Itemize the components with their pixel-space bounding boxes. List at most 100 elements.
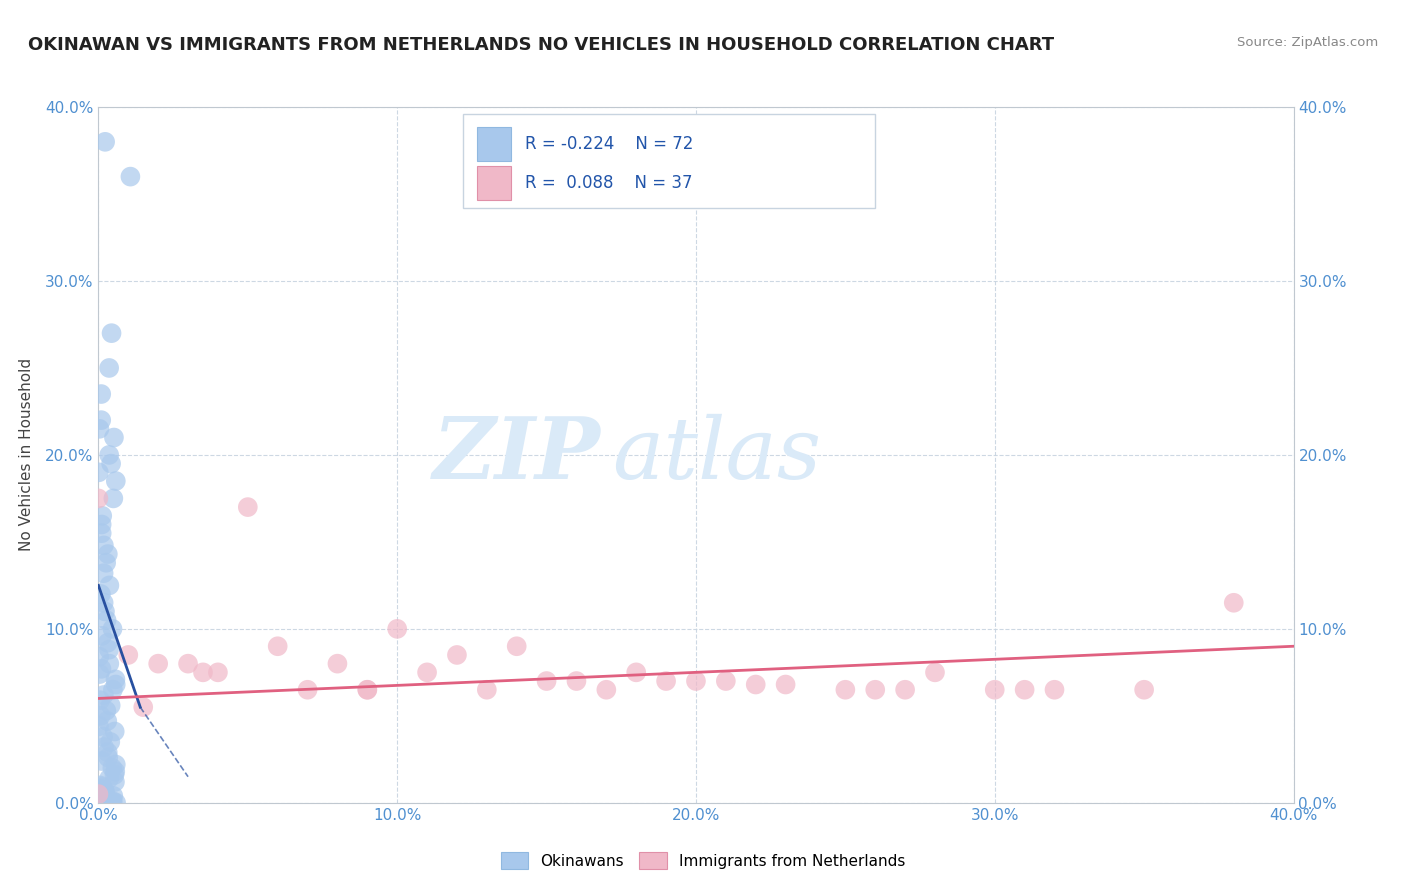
Point bbox=[98, 448, 121, 462]
Point bbox=[132, 700, 155, 714]
FancyBboxPatch shape bbox=[477, 166, 510, 200]
Point bbox=[98, 578, 121, 592]
Point bbox=[90, 526, 112, 541]
Point bbox=[97, 750, 120, 764]
Point bbox=[894, 682, 917, 697]
Text: R = -0.224    N = 72: R = -0.224 N = 72 bbox=[524, 135, 693, 153]
Point bbox=[91, 796, 114, 810]
Point bbox=[94, 605, 117, 619]
Point bbox=[89, 667, 111, 681]
Point bbox=[87, 719, 110, 733]
Point bbox=[104, 677, 127, 691]
Point bbox=[93, 596, 115, 610]
Point bbox=[356, 682, 378, 697]
Point bbox=[104, 724, 127, 739]
Point bbox=[98, 772, 121, 786]
Point bbox=[97, 547, 120, 561]
Point bbox=[98, 360, 121, 375]
Point bbox=[775, 677, 797, 691]
FancyBboxPatch shape bbox=[463, 114, 875, 208]
Point bbox=[98, 642, 121, 657]
Point bbox=[924, 665, 946, 680]
Point bbox=[177, 657, 200, 671]
Point bbox=[385, 622, 409, 636]
Point bbox=[655, 674, 678, 689]
Point bbox=[90, 792, 112, 806]
Point bbox=[236, 500, 259, 514]
Point bbox=[101, 796, 124, 810]
Point bbox=[103, 789, 125, 803]
Point bbox=[745, 677, 768, 691]
Point bbox=[100, 326, 122, 340]
Point bbox=[506, 639, 529, 653]
Point bbox=[297, 682, 319, 697]
Point bbox=[91, 508, 114, 523]
Point bbox=[97, 636, 120, 650]
Point bbox=[93, 688, 115, 702]
Point bbox=[595, 682, 617, 697]
Point bbox=[98, 735, 121, 749]
Point bbox=[104, 474, 127, 488]
Point bbox=[101, 794, 124, 808]
Point bbox=[89, 422, 111, 436]
Point bbox=[87, 787, 110, 801]
Point bbox=[93, 538, 115, 552]
Point bbox=[104, 757, 127, 772]
Text: Source: ZipAtlas.com: Source: ZipAtlas.com bbox=[1237, 36, 1378, 49]
Point bbox=[91, 730, 114, 744]
Point bbox=[94, 790, 117, 805]
Point bbox=[475, 682, 498, 697]
Point bbox=[104, 764, 127, 779]
Text: ZIP: ZIP bbox=[433, 413, 600, 497]
Point bbox=[685, 674, 707, 689]
Point bbox=[90, 708, 112, 723]
Point bbox=[416, 665, 439, 680]
Point bbox=[89, 649, 111, 664]
Point bbox=[96, 704, 118, 718]
Point bbox=[626, 665, 648, 680]
FancyBboxPatch shape bbox=[477, 128, 510, 161]
Point bbox=[101, 682, 124, 697]
Point bbox=[94, 785, 117, 799]
Point bbox=[326, 657, 349, 671]
Point bbox=[100, 698, 122, 713]
Point bbox=[191, 665, 214, 680]
Point bbox=[267, 639, 290, 653]
Point bbox=[104, 775, 127, 789]
Point bbox=[96, 613, 118, 627]
Text: OKINAWAN VS IMMIGRANTS FROM NETHERLANDS NO VEHICLES IN HOUSEHOLD CORRELATION CHA: OKINAWAN VS IMMIGRANTS FROM NETHERLANDS … bbox=[28, 36, 1054, 54]
Point bbox=[90, 413, 112, 427]
Point bbox=[96, 714, 118, 728]
Point bbox=[91, 787, 114, 801]
Point bbox=[446, 648, 468, 662]
Point bbox=[89, 693, 111, 707]
Point bbox=[100, 457, 122, 471]
Point bbox=[89, 794, 111, 808]
Point bbox=[120, 169, 142, 184]
Point bbox=[714, 674, 737, 689]
Point bbox=[87, 491, 110, 506]
Point bbox=[89, 778, 111, 792]
Point bbox=[148, 657, 170, 671]
Point bbox=[90, 587, 112, 601]
Point bbox=[101, 761, 124, 775]
Point bbox=[90, 662, 112, 676]
Point bbox=[104, 673, 127, 687]
Text: atlas: atlas bbox=[613, 414, 821, 496]
Point bbox=[90, 780, 112, 794]
Point bbox=[98, 657, 121, 671]
Point bbox=[117, 648, 139, 662]
Point bbox=[834, 682, 856, 697]
Point bbox=[93, 790, 115, 805]
Point bbox=[356, 682, 378, 697]
Point bbox=[91, 629, 114, 643]
Legend: Okinawans, Immigrants from Netherlands: Okinawans, Immigrants from Netherlands bbox=[495, 846, 911, 875]
Point bbox=[90, 517, 112, 532]
Point bbox=[1223, 596, 1246, 610]
Point bbox=[105, 796, 128, 810]
Point bbox=[97, 792, 120, 806]
Point bbox=[96, 556, 118, 570]
Point bbox=[93, 566, 115, 581]
Text: R =  0.088    N = 37: R = 0.088 N = 37 bbox=[524, 174, 693, 192]
Point bbox=[93, 740, 115, 755]
